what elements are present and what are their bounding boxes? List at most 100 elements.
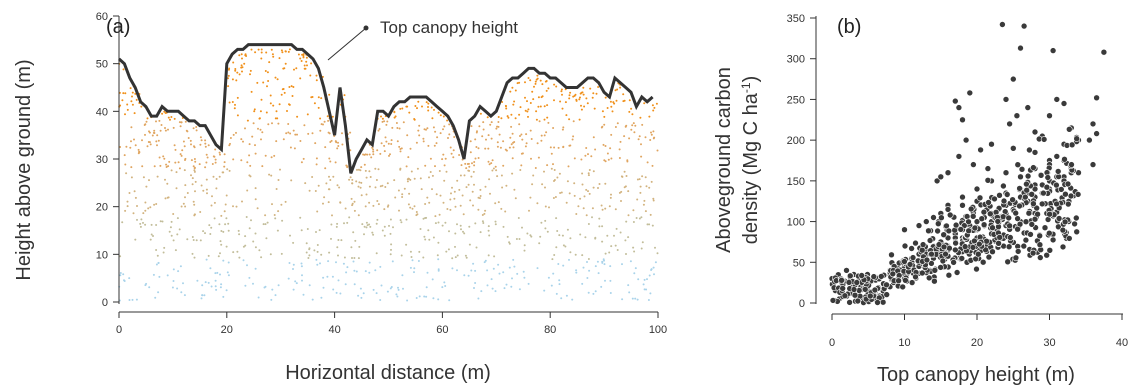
canopy-point [155,263,158,266]
canopy-point [383,150,386,153]
carbon-point [957,226,965,233]
canopy-point [355,270,358,273]
canopy-point [287,277,290,280]
canopy-point [512,141,515,144]
canopy-point [531,90,534,93]
canopy-point [424,238,427,241]
carbon-point [1074,191,1082,198]
carbon-point [950,259,957,266]
canopy-point [206,156,209,159]
canopy-point [140,105,143,108]
canopy-point [242,140,244,143]
canopy-point [496,145,499,148]
canopy-point [124,163,127,166]
canopy-point [150,233,153,236]
canopy-point [653,273,655,276]
canopy-point [184,159,186,161]
canopy-point [396,127,399,129]
canopy-point [638,217,641,220]
carbon-point [1043,183,1051,191]
canopy-point [643,288,646,291]
canopy-point [344,283,347,286]
canopy-point [427,109,430,112]
canopy-point [184,205,187,208]
canopy-point [442,115,445,118]
canopy-point [390,139,393,142]
canopy-point [159,220,162,223]
canopy-point [592,292,595,295]
canopy-point [205,188,208,191]
canopy-point [357,257,360,260]
canopy-point [653,106,656,109]
carbon-point [1068,161,1075,168]
canopy-point [323,120,326,123]
carbon-point [901,226,908,233]
carbon-point [940,231,948,238]
canopy-point [207,281,210,284]
canopy-point [514,117,517,120]
canopy-point [193,146,196,149]
canopy-point [508,146,511,149]
canopy-point [280,49,283,52]
canopy-point [357,294,360,297]
canopy-point [220,243,223,246]
canopy-point [573,182,576,185]
canopy-point [578,118,581,121]
canopy-point [646,223,649,226]
canopy-point [592,92,595,95]
canopy-point [381,184,384,187]
canopy-point [302,157,305,160]
canopy-point [571,298,574,301]
canopy-point [602,258,605,261]
canopy-point [484,147,487,150]
canopy-point [400,147,403,150]
canopy-point [468,243,471,246]
carbon-point [846,272,854,280]
canopy-point [238,256,241,259]
canopy-point [497,116,500,118]
canopy-point [130,126,133,129]
canopy-point [163,110,166,113]
canopy-point [258,249,261,252]
canopy-point [170,234,173,237]
canopy-point [232,205,234,208]
carbon-point [989,224,996,231]
canopy-point [398,127,401,130]
canopy-point [165,163,168,166]
canopy-point [212,155,215,158]
canopy-point [430,106,433,109]
canopy-point [454,205,457,208]
canopy-point [515,238,518,240]
carbon-point [1040,136,1048,143]
canopy-point [149,206,152,209]
canopy-point [546,230,549,233]
canopy-point [184,120,187,123]
canopy-point [224,203,227,206]
canopy-point [541,83,544,86]
canopy-point [518,123,521,126]
canopy-point [475,131,478,134]
a-y-axis-title: Height above ground (m) [13,59,35,280]
canopy-point [287,131,290,134]
carbon-point [908,245,915,252]
carbon-point [871,286,879,294]
canopy-point [280,93,283,96]
canopy-point [579,96,581,99]
canopy-point [156,254,159,257]
carbon-point [1014,248,1022,255]
canopy-point [644,210,647,213]
canopy-point [568,258,570,261]
canopy-point [487,229,490,232]
canopy-point [606,107,609,109]
canopy-point [193,166,196,169]
canopy-point [581,282,584,285]
canopy-point [260,98,263,101]
canopy-point [277,179,280,181]
panel-label-b: (b) [837,16,861,38]
canopy-point [634,124,637,127]
canopy-point [172,239,175,242]
canopy-point [329,141,332,143]
canopy-point [179,265,182,268]
canopy-point [543,118,546,121]
canopy-point [478,125,481,128]
